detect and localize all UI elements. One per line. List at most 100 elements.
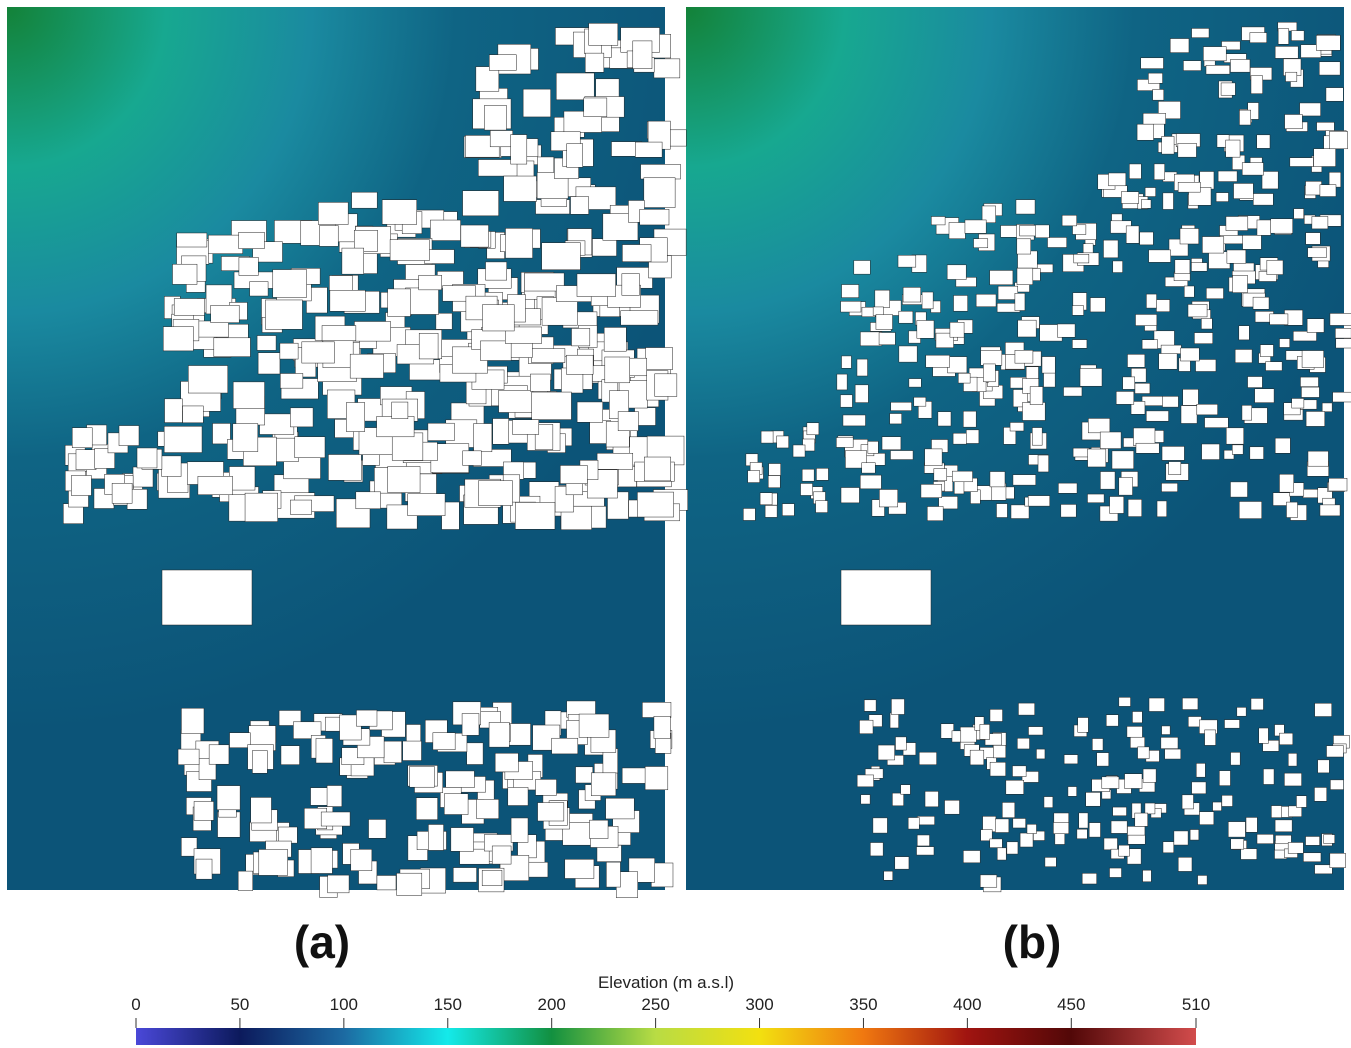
building bbox=[531, 348, 566, 363]
building bbox=[349, 353, 384, 379]
building bbox=[1335, 338, 1351, 349]
building bbox=[1182, 389, 1199, 406]
tick-label: 510 bbox=[1182, 995, 1210, 1014]
tick-label: 0 bbox=[131, 995, 140, 1014]
building bbox=[1204, 729, 1216, 746]
building bbox=[1118, 844, 1130, 857]
building bbox=[1101, 776, 1120, 789]
building bbox=[1139, 231, 1154, 246]
building bbox=[1118, 477, 1133, 496]
building bbox=[1003, 427, 1017, 445]
building bbox=[1321, 402, 1333, 412]
building bbox=[1291, 30, 1305, 41]
building bbox=[1140, 57, 1164, 69]
building bbox=[1028, 726, 1044, 736]
building bbox=[937, 411, 952, 427]
building bbox=[931, 216, 946, 226]
building bbox=[620, 310, 659, 326]
building bbox=[1256, 834, 1274, 844]
building bbox=[891, 698, 905, 715]
building bbox=[1199, 811, 1215, 825]
building bbox=[949, 322, 965, 338]
building bbox=[208, 234, 243, 254]
building bbox=[1072, 305, 1084, 316]
building bbox=[842, 414, 866, 427]
building bbox=[492, 418, 509, 445]
building bbox=[1096, 752, 1110, 767]
building bbox=[1135, 314, 1158, 326]
building bbox=[1109, 496, 1125, 514]
building bbox=[555, 72, 595, 101]
building bbox=[1168, 461, 1182, 475]
building bbox=[1329, 313, 1351, 326]
building bbox=[1072, 447, 1090, 458]
building bbox=[491, 845, 512, 865]
building bbox=[1256, 219, 1271, 236]
building bbox=[1242, 235, 1262, 250]
building bbox=[1319, 184, 1337, 197]
building bbox=[952, 432, 967, 445]
building bbox=[946, 264, 967, 280]
building bbox=[989, 838, 1003, 848]
building bbox=[1221, 41, 1241, 51]
building bbox=[606, 861, 621, 888]
building bbox=[1162, 396, 1179, 408]
tick-label: 450 bbox=[1057, 995, 1085, 1014]
building bbox=[840, 394, 853, 408]
building bbox=[1118, 697, 1131, 707]
building bbox=[1033, 830, 1045, 841]
building bbox=[989, 471, 1006, 488]
building bbox=[867, 441, 879, 454]
building bbox=[1230, 481, 1248, 498]
building bbox=[800, 483, 813, 496]
building bbox=[622, 244, 652, 262]
building bbox=[279, 342, 299, 360]
building bbox=[1127, 499, 1142, 517]
building bbox=[996, 503, 1008, 518]
building bbox=[996, 847, 1007, 861]
building bbox=[1135, 442, 1160, 454]
building bbox=[535, 779, 557, 796]
building bbox=[1009, 422, 1025, 432]
building bbox=[1103, 837, 1118, 851]
building bbox=[531, 391, 572, 420]
building bbox=[1079, 368, 1103, 387]
building bbox=[1006, 841, 1019, 855]
building bbox=[890, 450, 914, 460]
building bbox=[1002, 802, 1016, 818]
building bbox=[391, 432, 424, 461]
building bbox=[898, 310, 914, 324]
building bbox=[476, 799, 500, 819]
building bbox=[1146, 293, 1157, 309]
building bbox=[1314, 787, 1327, 802]
building bbox=[325, 716, 342, 732]
building bbox=[1291, 398, 1305, 409]
building bbox=[1196, 763, 1206, 778]
building bbox=[1126, 726, 1143, 738]
building bbox=[249, 281, 269, 297]
building bbox=[815, 500, 828, 513]
building bbox=[1121, 191, 1139, 204]
building bbox=[870, 842, 884, 857]
building bbox=[570, 196, 589, 215]
building bbox=[1092, 738, 1104, 751]
building bbox=[918, 751, 937, 765]
building bbox=[1017, 319, 1037, 338]
building bbox=[1180, 405, 1198, 424]
building bbox=[1063, 754, 1079, 765]
building bbox=[1067, 786, 1077, 797]
building bbox=[1130, 401, 1146, 415]
building bbox=[1202, 236, 1225, 254]
building bbox=[1090, 297, 1106, 313]
building bbox=[161, 569, 253, 626]
building bbox=[564, 859, 595, 879]
building bbox=[860, 331, 883, 347]
building bbox=[879, 489, 898, 508]
building bbox=[182, 405, 204, 424]
building bbox=[872, 817, 888, 834]
building bbox=[409, 766, 435, 788]
building bbox=[917, 816, 935, 826]
buildings bbox=[743, 21, 1351, 893]
colorbar bbox=[136, 1028, 1196, 1045]
building bbox=[926, 506, 944, 521]
